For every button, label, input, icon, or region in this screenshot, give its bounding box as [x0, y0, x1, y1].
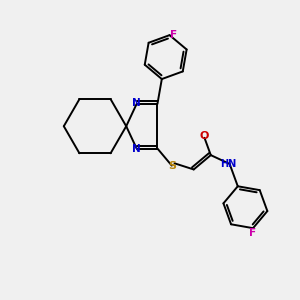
Text: S: S: [168, 161, 176, 171]
Text: F: F: [250, 228, 256, 238]
Text: N: N: [132, 98, 140, 108]
Text: F: F: [170, 30, 178, 40]
Text: O: O: [200, 131, 209, 141]
Text: HN: HN: [220, 159, 236, 169]
Text: N: N: [132, 144, 140, 154]
